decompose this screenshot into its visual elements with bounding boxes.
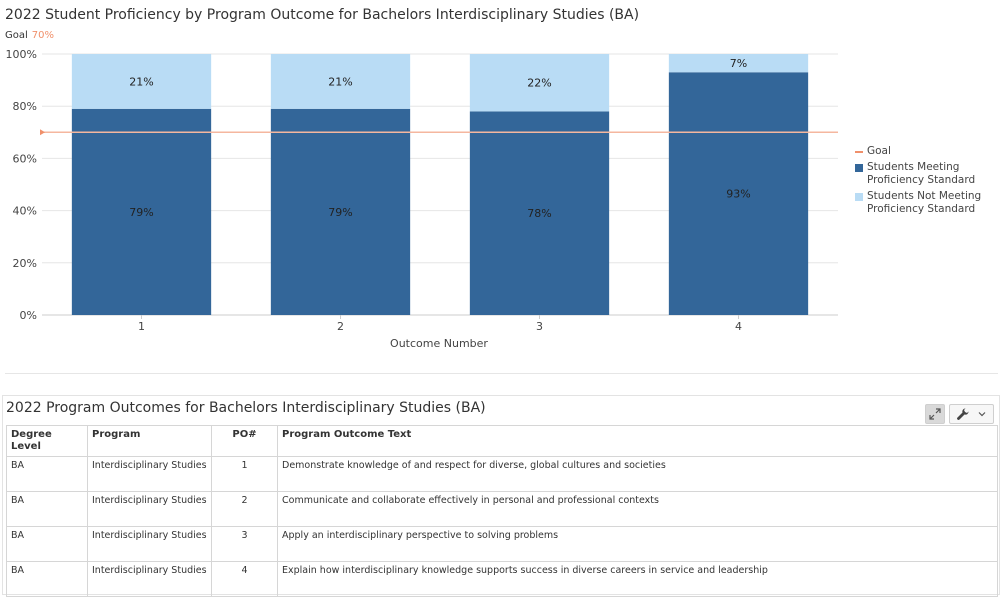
cell-outcome-text: Apply an interdisciplinary perspective t…: [277, 526, 998, 562]
data-label: 7%: [730, 57, 747, 70]
y-tick-label: 40%: [13, 205, 37, 218]
legend-label-meeting: Students Meeting Proficiency Standard: [867, 160, 976, 187]
cell-outcome-text: Demonstrate knowledge of and respect for…: [277, 456, 998, 492]
legend-item-meeting[interactable]: Students Meeting Proficiency Standard: [855, 161, 992, 188]
cell-po: 4: [211, 561, 278, 597]
data-label: 22%: [527, 77, 551, 90]
y-tick-label: 60%: [13, 152, 37, 165]
chart-labels: 0% 20% 40% 60% 80% 100% 79% 21% 1 79% 21% 2 78% 22% 3 9…: [6, 48, 751, 333]
chart-title: 2022 Student Proficiency by Program Outc…: [5, 7, 640, 23]
outcomes-table: Degree Level Program PO# Program Outcome…: [6, 425, 998, 597]
legend-item-not-meeting[interactable]: Students Not Meeting Proficiency Standar…: [855, 190, 992, 217]
chart-bars: [71, 54, 809, 316]
not-meeting-swatch: [855, 192, 863, 201]
bar-meeting[interactable]: [469, 111, 610, 315]
outcomes-table-panel: 2022 Program Outcomes for Bachelors Inte…: [2, 395, 1000, 597]
cell-program: Interdisciplinary Studies: [87, 526, 212, 562]
legend-label-goal: Goal: [867, 145, 891, 157]
cell-po: 2: [211, 491, 278, 527]
chart-legend: Goal Students Meeting Proficiency Standa…: [855, 145, 992, 219]
cell-program: Interdisciplinary Studies: [87, 561, 212, 597]
cell-outcome-text: Explain how interdisciplinary knowledge …: [277, 561, 998, 597]
data-label: 79%: [328, 206, 352, 219]
expand-button[interactable]: [925, 404, 945, 424]
cell-degree: BA: [6, 561, 88, 597]
col-header-text[interactable]: Program Outcome Text: [277, 425, 998, 457]
table-row: BA Interdisciplinary Studies 4 Explain h…: [6, 561, 998, 597]
x-tick-label: 1: [138, 320, 145, 333]
data-label: 21%: [328, 75, 352, 88]
table-row: BA Interdisciplinary Studies 1 Demonstra…: [6, 456, 998, 492]
cell-degree: BA: [6, 526, 88, 562]
data-label: 21%: [129, 75, 153, 88]
table-title: 2022 Program Outcomes for Bachelors Inte…: [6, 400, 486, 416]
goal-indicator: Goal 70%: [5, 30, 54, 41]
goal-swatch: [855, 151, 863, 153]
proficiency-chart: 0% 20% 40% 60% 80% 100% 79% 21% 1 79% 21% 2 78% 22% 3 9…: [6, 48, 838, 350]
data-label: 93%: [726, 188, 750, 201]
col-header-program[interactable]: Program: [87, 425, 212, 457]
table-header-row: Degree Level Program PO# Program Outcome…: [6, 425, 998, 457]
data-label: 79%: [129, 206, 153, 219]
legend-item-goal[interactable]: Goal: [855, 145, 992, 159]
goal-marker: [40, 129, 45, 136]
goal-layer: [40, 129, 838, 136]
y-tick-label: 100%: [6, 48, 37, 61]
bar-meeting[interactable]: [270, 108, 411, 315]
bar-not-meeting[interactable]: [668, 54, 809, 73]
goal-label: Goal: [5, 30, 28, 41]
x-tick-label: 4: [735, 320, 742, 333]
table-row: BA Interdisciplinary Studies 3 Apply an …: [6, 526, 998, 562]
data-label: 78%: [527, 207, 551, 220]
bar-not-meeting[interactable]: [270, 54, 411, 109]
col-header-degree[interactable]: Degree Level: [6, 425, 88, 457]
cell-po: 3: [211, 526, 278, 562]
x-tick-label: 2: [337, 320, 344, 333]
cell-outcome-text: Communicate and collaborate effectively …: [277, 491, 998, 527]
x-axis-title: Outcome Number: [390, 337, 488, 350]
cell-degree: BA: [6, 491, 88, 527]
bar-not-meeting[interactable]: [469, 54, 610, 112]
tools-menu-button[interactable]: [949, 404, 994, 424]
cell-po: 1: [211, 456, 278, 492]
meeting-swatch: [855, 163, 863, 172]
bar-meeting[interactable]: [668, 72, 809, 316]
cell-degree: BA: [6, 456, 88, 492]
y-tick-label: 20%: [13, 257, 37, 270]
cell-program: Interdisciplinary Studies: [87, 491, 212, 527]
expand-icon: [929, 408, 941, 420]
table-row: BA Interdisciplinary Studies 2 Communica…: [6, 491, 998, 527]
wrench-icon: [957, 408, 969, 420]
cell-program: Interdisciplinary Studies: [87, 456, 212, 492]
bar-meeting[interactable]: [71, 108, 212, 315]
y-tick-label: 0%: [20, 309, 37, 322]
col-header-po[interactable]: PO#: [211, 425, 278, 457]
chevron-down-icon: [978, 412, 986, 417]
goal-value: 70%: [31, 30, 55, 41]
x-tick-label: 3: [536, 320, 543, 333]
section-divider: [5, 373, 998, 374]
legend-label-not-meeting: Students Not Meeting Proficiency Standar…: [867, 189, 982, 216]
y-tick-label: 80%: [13, 100, 37, 113]
bar-not-meeting[interactable]: [71, 54, 212, 109]
